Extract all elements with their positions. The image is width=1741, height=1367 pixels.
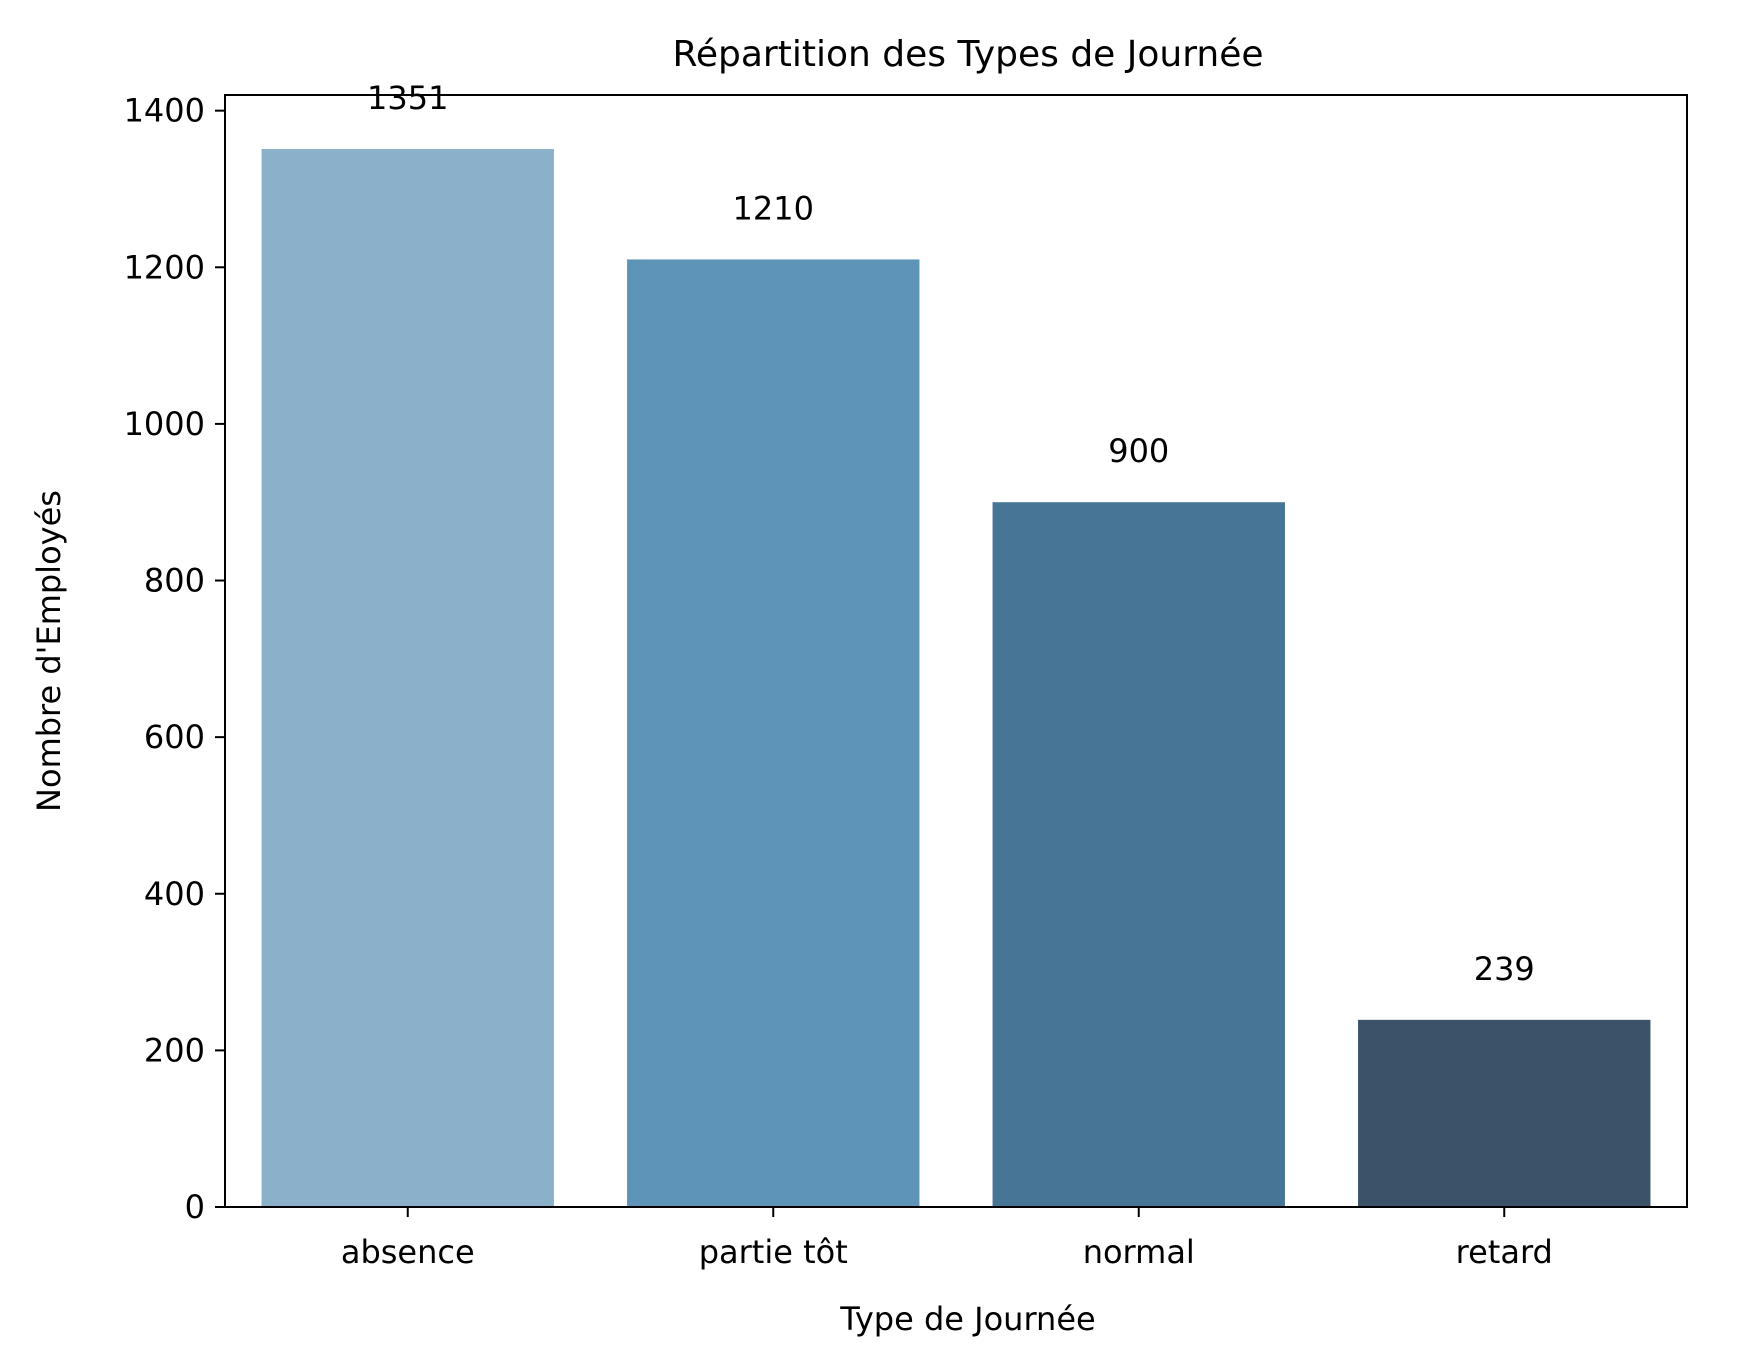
bars-layer bbox=[261, 149, 1651, 1208]
y-axis-label: Nombre d'Employés bbox=[30, 490, 68, 812]
y-tick-label: 600 bbox=[144, 718, 205, 756]
bar-absence bbox=[261, 149, 554, 1207]
bar-normal bbox=[992, 502, 1285, 1207]
x-axis-label: Type de Journée bbox=[839, 1300, 1095, 1338]
y-axis: 0 200 400 600 800 1000 1200 1400 bbox=[124, 92, 225, 1226]
value-labels-layer: 1351 1210 900 239 bbox=[367, 79, 1535, 988]
value-label: 900 bbox=[1108, 432, 1169, 470]
x-tick-label: normal bbox=[1083, 1233, 1195, 1271]
y-tick-label: 1400 bbox=[124, 92, 205, 130]
x-tick-label: retard bbox=[1456, 1233, 1553, 1271]
y-tick-label: 800 bbox=[144, 562, 205, 600]
x-tick-label: partie tôt bbox=[699, 1233, 848, 1271]
x-axis: absence partie tôt normal retard bbox=[341, 1207, 1553, 1271]
value-label: 239 bbox=[1474, 950, 1535, 988]
plot-frame bbox=[224, 94, 1688, 1208]
value-label: 1210 bbox=[733, 189, 814, 227]
y-tick-label: 1000 bbox=[124, 405, 205, 443]
y-tick-label: 1200 bbox=[124, 248, 205, 286]
bar-retard bbox=[1358, 1019, 1651, 1207]
y-tick-label: 200 bbox=[144, 1031, 205, 1069]
y-tick-label: 0 bbox=[185, 1188, 205, 1226]
value-label: 1351 bbox=[367, 79, 448, 117]
bar-partie-tôt bbox=[627, 259, 920, 1208]
chart-title: Répartition des Types de Journée bbox=[672, 34, 1263, 75]
x-tick-label: absence bbox=[341, 1233, 475, 1271]
y-tick-label: 400 bbox=[144, 875, 205, 913]
